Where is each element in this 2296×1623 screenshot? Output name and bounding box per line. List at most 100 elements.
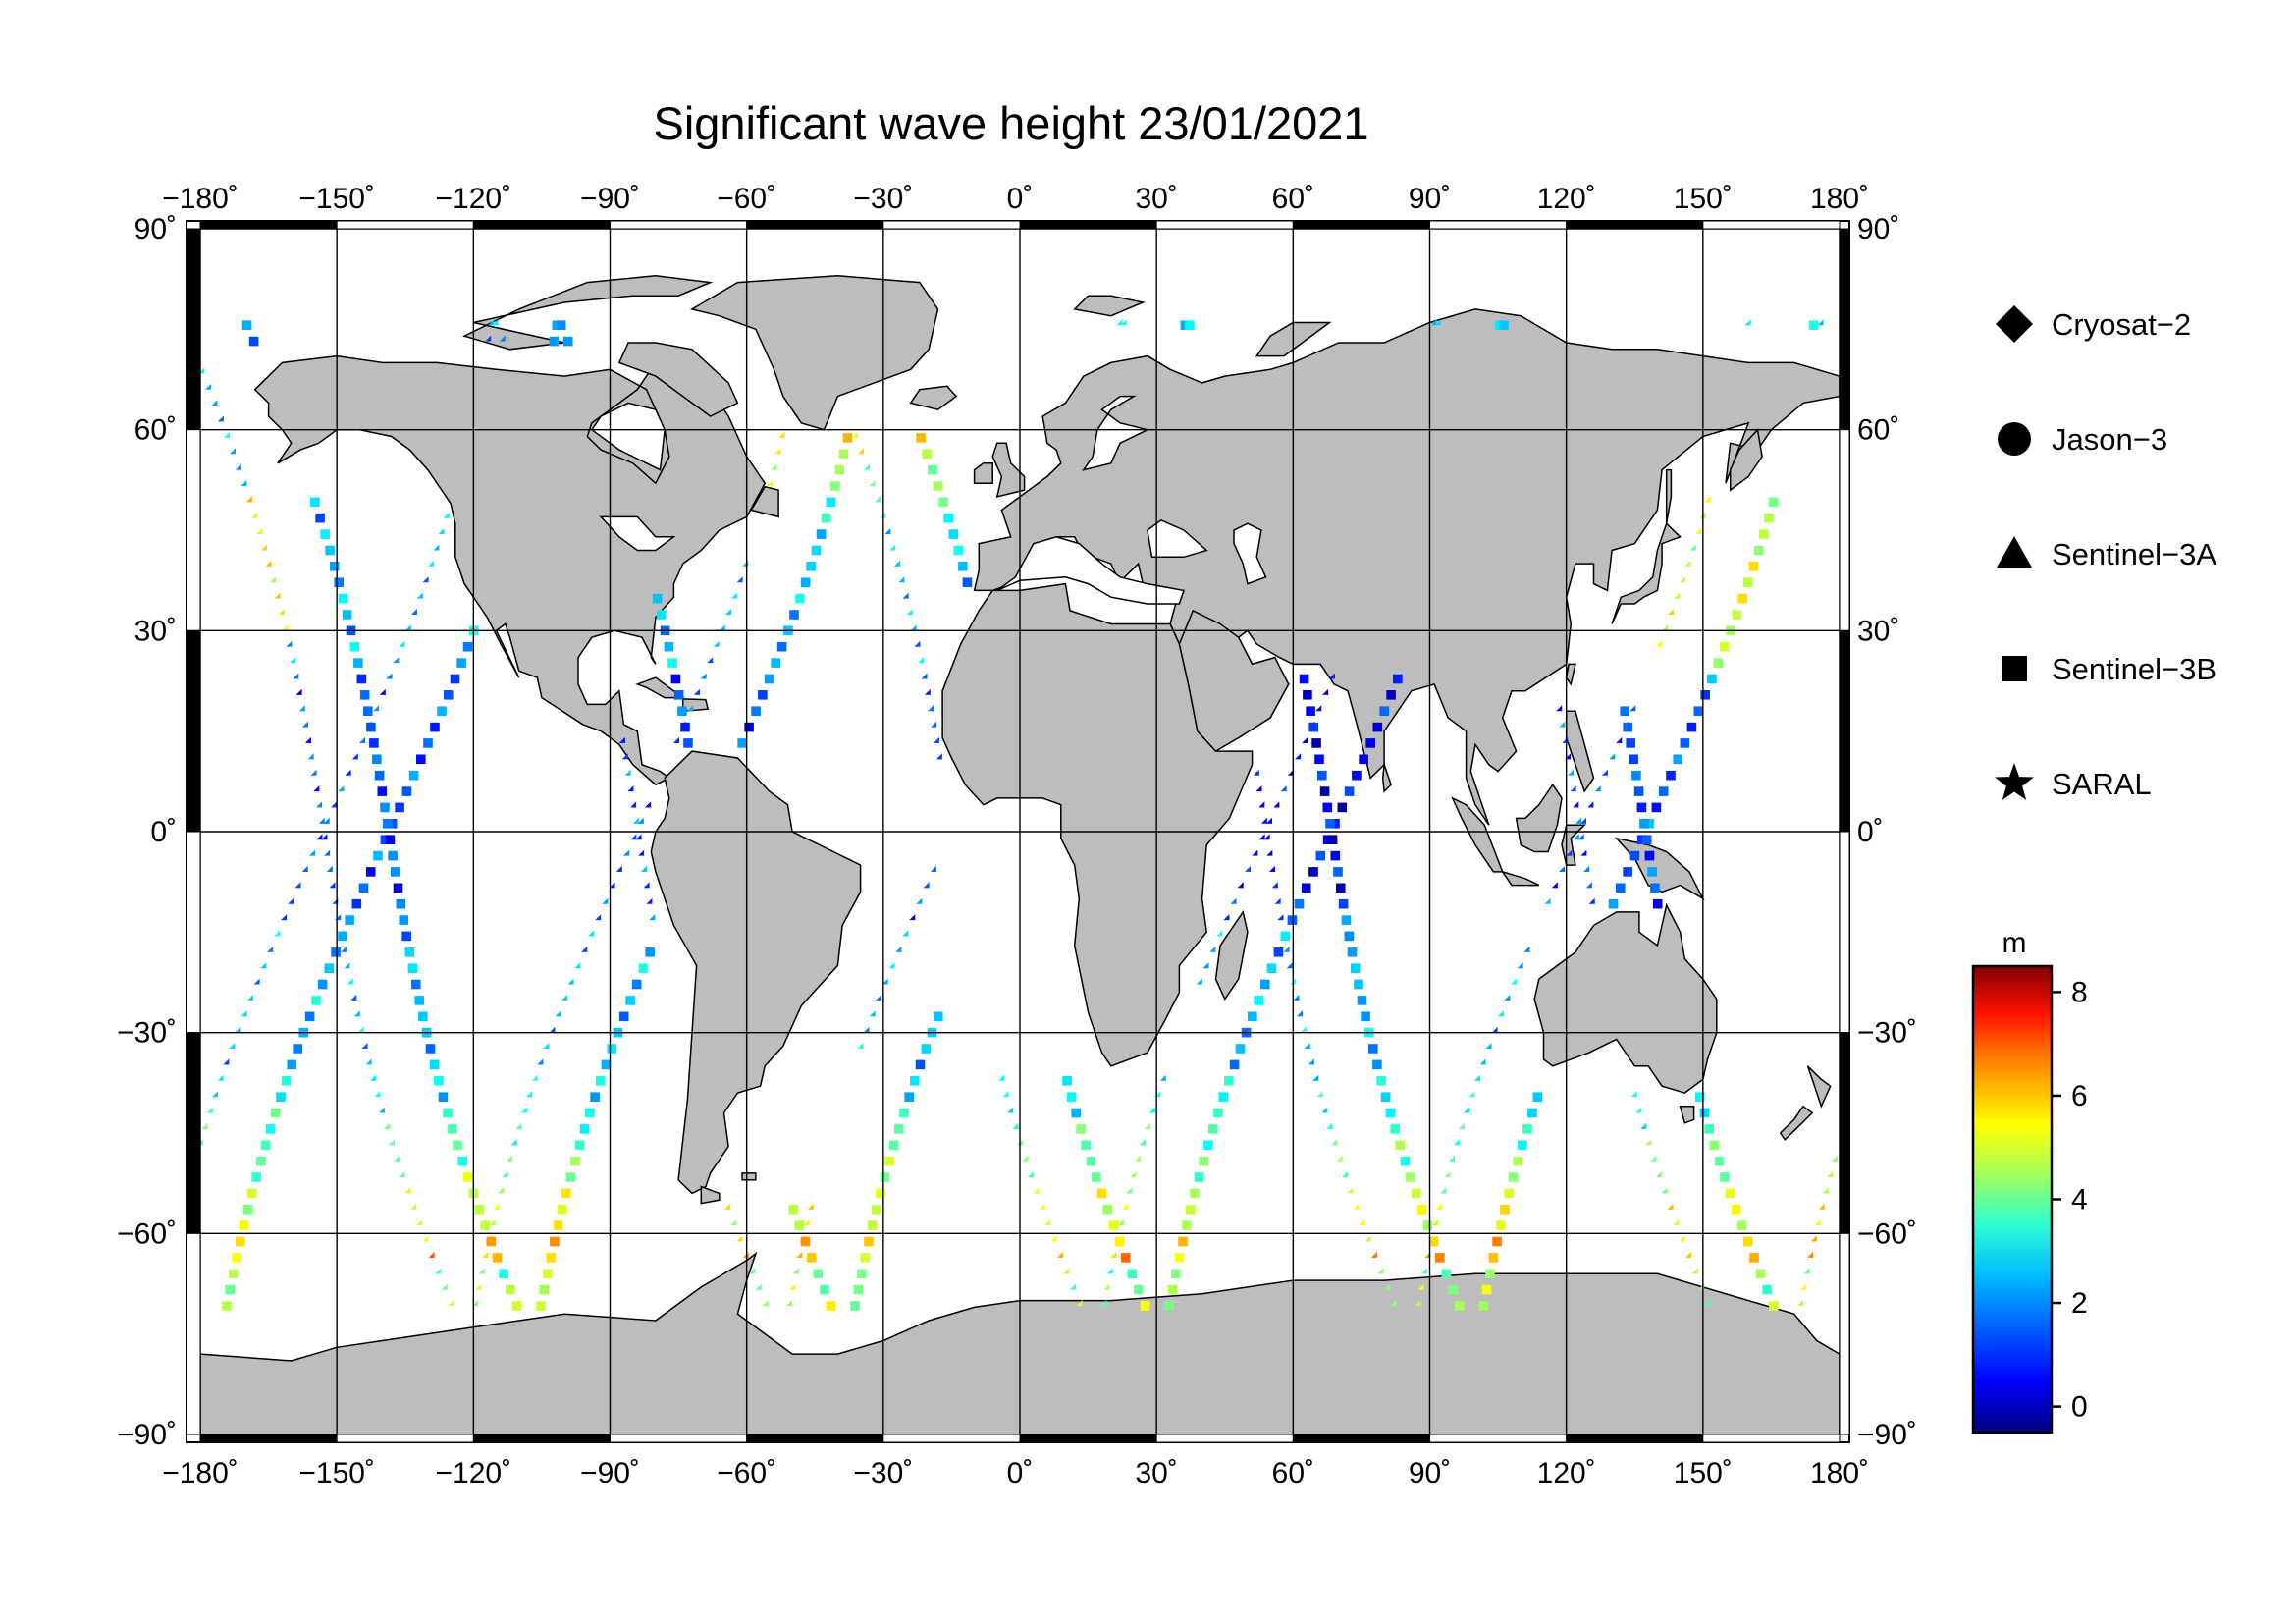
track-point xyxy=(1182,1220,1192,1230)
track-point xyxy=(868,1220,878,1230)
track-point xyxy=(638,963,649,973)
track-point xyxy=(418,1011,428,1022)
track-point xyxy=(778,431,785,438)
track-point xyxy=(1673,1219,1680,1226)
track-point xyxy=(1229,1059,1240,1070)
track-point xyxy=(443,512,450,518)
track-point xyxy=(414,996,424,1005)
track-point xyxy=(353,1010,360,1017)
track-point xyxy=(1314,754,1324,765)
land-sakhalin xyxy=(1665,468,1673,524)
track-point xyxy=(453,1140,462,1151)
track-point xyxy=(1148,1107,1155,1113)
track-point xyxy=(1500,1205,1510,1215)
track-point xyxy=(511,1301,522,1311)
track-point xyxy=(1713,658,1724,668)
lat-label-left: −60˚ xyxy=(117,1217,177,1250)
track-point xyxy=(864,1236,874,1247)
track-point xyxy=(462,1172,473,1182)
track-point xyxy=(1532,1092,1543,1102)
track-point xyxy=(251,512,258,518)
track-point xyxy=(895,946,902,952)
track-point xyxy=(1645,1139,1652,1146)
track-point xyxy=(506,1284,515,1295)
colorbar-tick-label: 8 xyxy=(2071,976,2088,1008)
track-point xyxy=(1644,850,1655,861)
track-point xyxy=(379,1107,386,1113)
lon-label-bottom: −60˚ xyxy=(717,1457,776,1489)
track-point xyxy=(1218,1092,1229,1102)
lat-label-left: −90˚ xyxy=(117,1419,177,1451)
track-point xyxy=(788,1205,798,1215)
track-point xyxy=(1235,1044,1246,1054)
frame-segment-top xyxy=(1155,220,1294,230)
track-point xyxy=(1237,882,1244,889)
lon-label-top: 30˚ xyxy=(1135,183,1177,215)
track-point xyxy=(736,576,743,583)
track-point xyxy=(388,1139,395,1146)
track-point xyxy=(515,1122,522,1129)
track-point xyxy=(1002,1091,1009,1098)
track-point xyxy=(615,865,622,872)
track-point xyxy=(1331,1139,1338,1146)
frame-segment-top xyxy=(472,220,612,230)
track-point xyxy=(1322,688,1329,695)
track-point xyxy=(353,658,363,668)
track-point xyxy=(230,448,237,455)
track-point xyxy=(1116,319,1123,326)
lat-label-right: 60˚ xyxy=(1857,414,1899,447)
track-point xyxy=(222,1301,232,1311)
track-point xyxy=(232,1253,241,1263)
track-point xyxy=(998,1074,1005,1081)
track-point xyxy=(618,736,625,743)
track-point xyxy=(677,706,687,716)
track-point xyxy=(800,577,811,587)
track-point xyxy=(1258,801,1265,808)
map-area xyxy=(186,220,1850,1443)
track-point xyxy=(394,1155,400,1162)
track-point xyxy=(607,1044,617,1054)
frame-segment-bottom xyxy=(199,1434,338,1443)
track-point xyxy=(601,1059,612,1070)
track-point xyxy=(1667,1203,1674,1210)
track-point xyxy=(537,1058,544,1065)
track-point xyxy=(304,1011,315,1022)
land-greenland xyxy=(690,275,939,431)
track-point xyxy=(492,319,499,326)
colorbar-tick-label: 0 xyxy=(2071,1391,2088,1424)
track-point xyxy=(1658,786,1669,796)
track-point xyxy=(1662,624,1669,631)
track-point xyxy=(204,383,211,390)
latitude-labels-right: 90˚ 60˚ 30˚ 0˚ −30˚ −60˚ −90˚ xyxy=(1857,213,1917,1451)
track-point xyxy=(595,914,602,921)
track-point xyxy=(1749,1253,1759,1263)
track-point xyxy=(1709,1140,1720,1151)
land-japan xyxy=(1611,521,1682,624)
lon-label-bottom: −120˚ xyxy=(436,1457,512,1489)
track-point xyxy=(236,1236,245,1247)
track-point xyxy=(1566,849,1573,856)
track-point xyxy=(493,1203,500,1210)
track-point xyxy=(561,994,568,1001)
frame-segment-bottom xyxy=(746,1434,884,1443)
track-point xyxy=(821,513,831,523)
track-point xyxy=(921,673,928,679)
track-point xyxy=(884,528,891,535)
track-point xyxy=(1315,850,1326,861)
track-point xyxy=(624,769,631,776)
track-point xyxy=(719,624,725,631)
track-point xyxy=(1044,1219,1051,1226)
track-point xyxy=(638,849,645,856)
frame-segment-top xyxy=(882,220,1021,230)
land-british-isles xyxy=(991,442,1026,498)
legend-label: SARAL xyxy=(2052,767,2152,801)
track-point xyxy=(1344,931,1355,942)
track-point xyxy=(260,1140,271,1151)
track-point xyxy=(321,834,328,840)
lon-label-bottom: 60˚ xyxy=(1272,1457,1314,1489)
track-point xyxy=(1140,1301,1150,1311)
track-point xyxy=(1573,801,1579,808)
track-point xyxy=(1171,1269,1181,1279)
track-point xyxy=(1076,1300,1083,1307)
track-point xyxy=(1196,978,1202,985)
